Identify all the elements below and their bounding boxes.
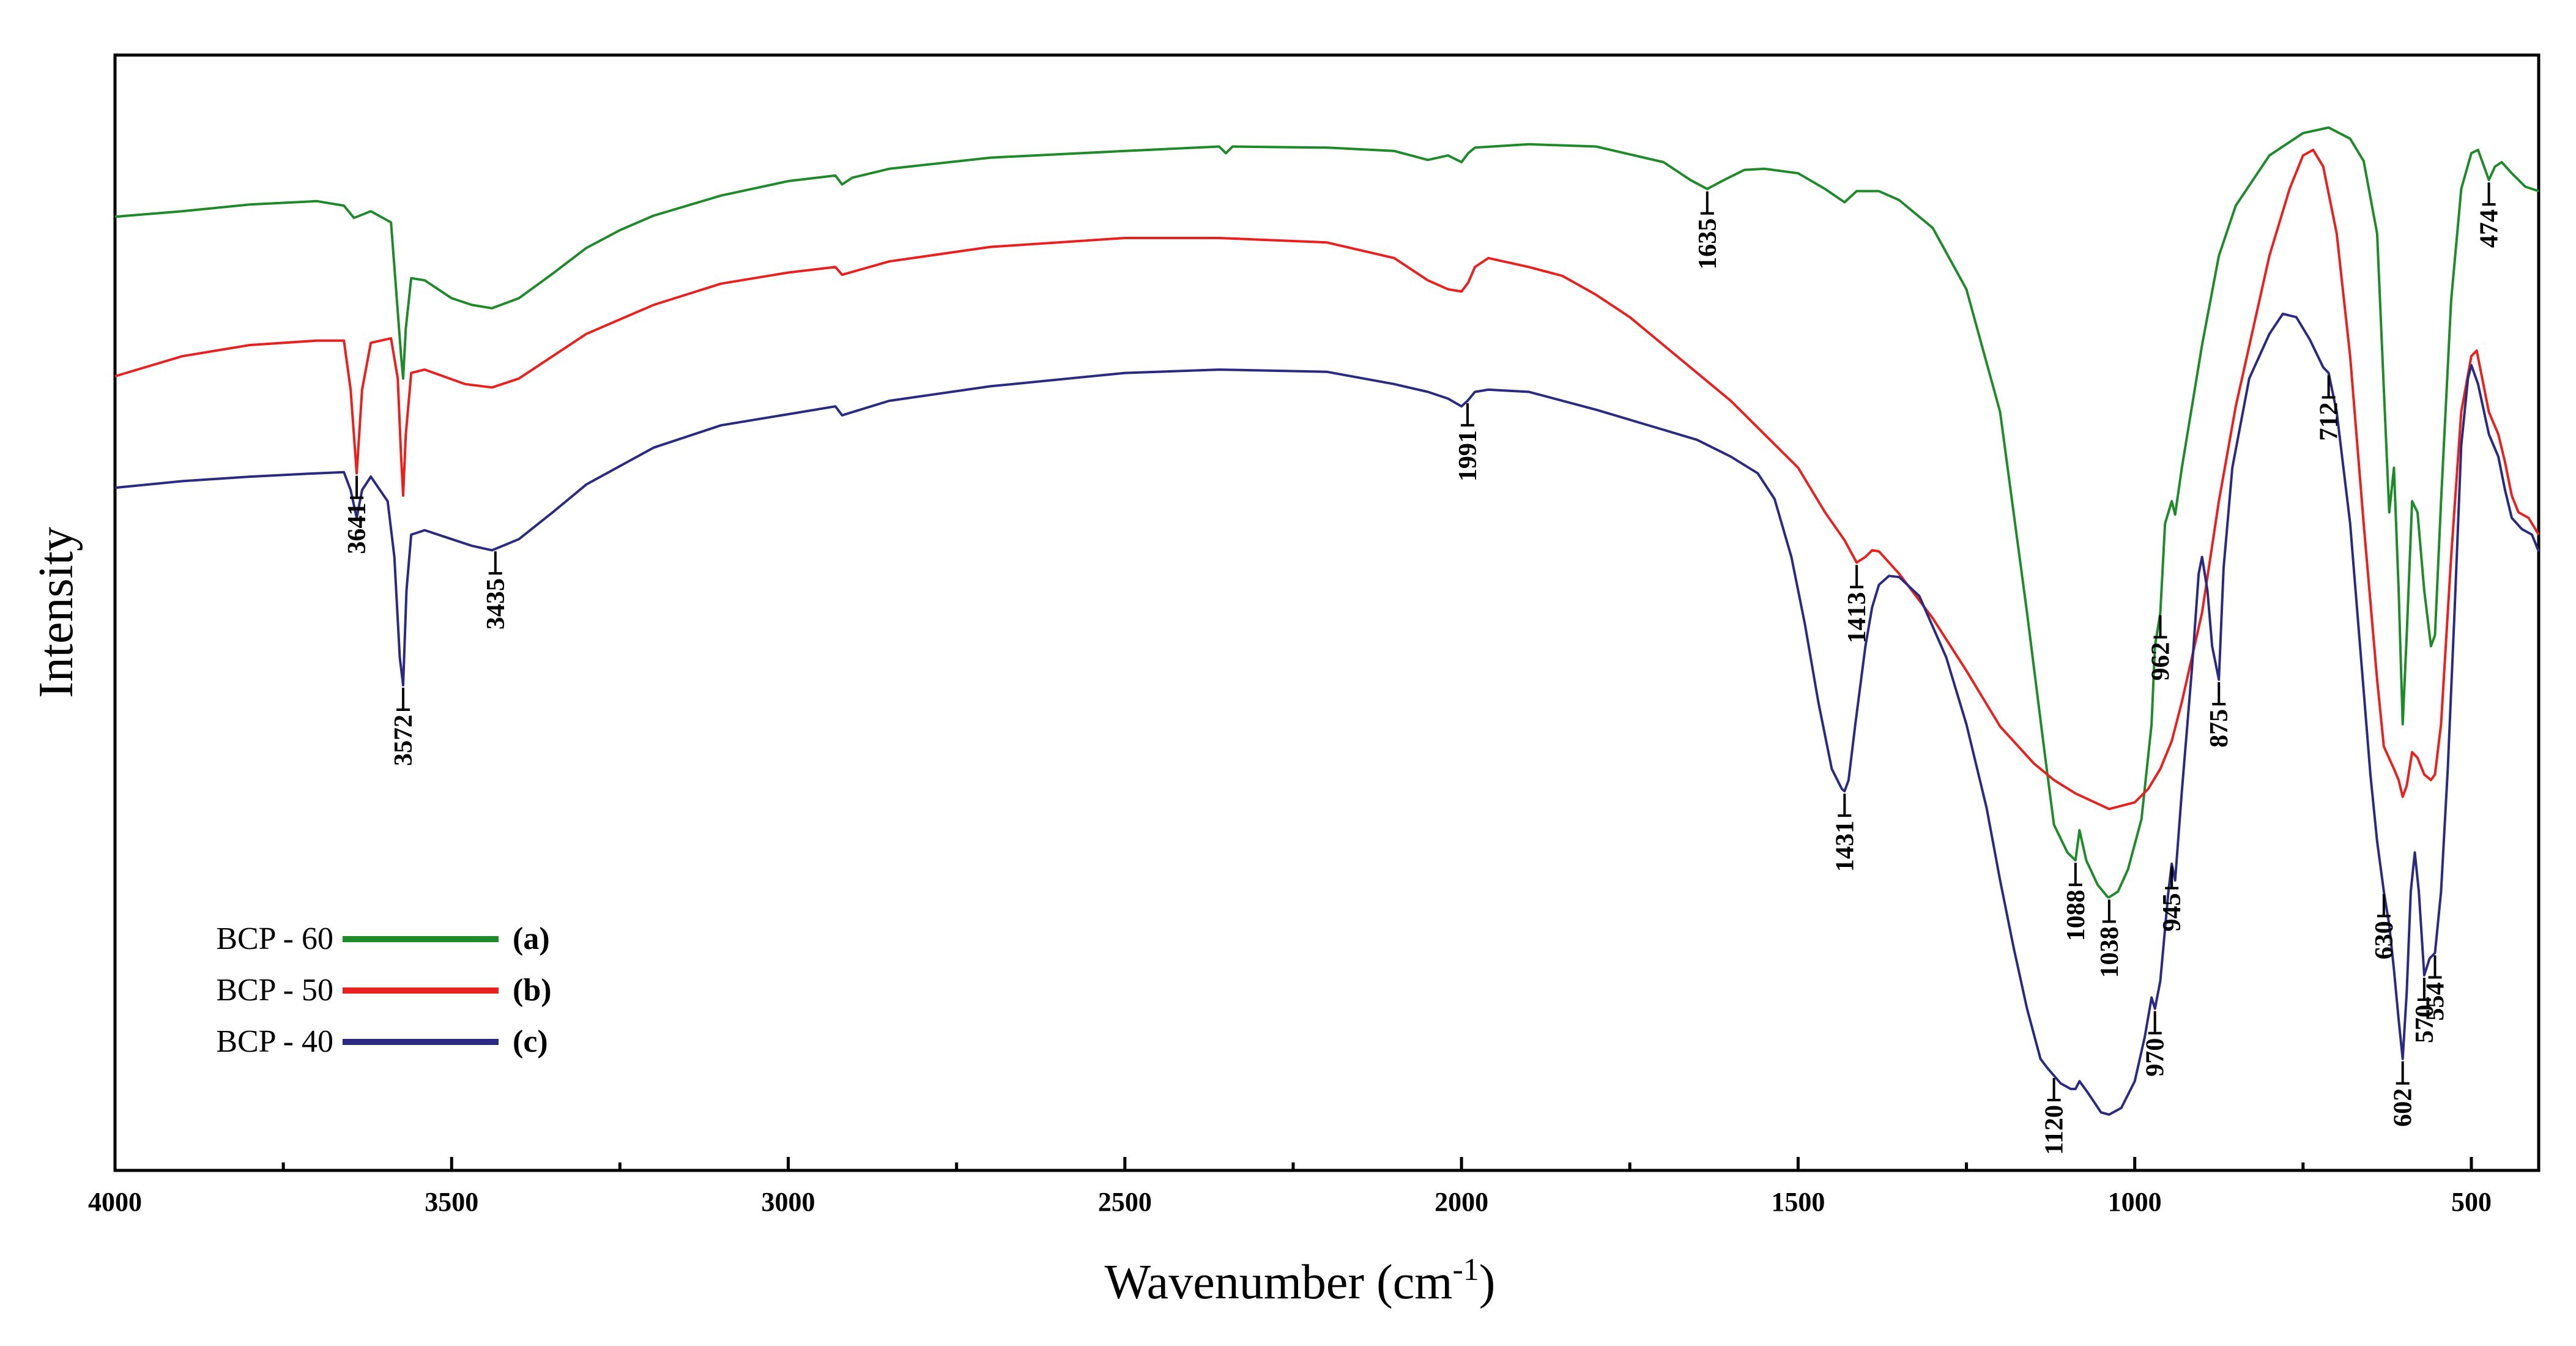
legend: BCP - 60 (a) BCP - 50 (b) BCP - 40 (c) [216, 921, 551, 1059]
peak-annotation: 875 [2205, 682, 2233, 748]
peak-label: 970 [2142, 1038, 2170, 1077]
x-tick-label: 1500 [1771, 1187, 1825, 1217]
legend-label: BCP - 50 [216, 973, 333, 1008]
peak-annotation: 962 [2147, 615, 2175, 681]
peak-annotation: 554 [2422, 955, 2450, 1021]
peak-annotations: 3641 3572 3435 1991 1635 1413 1431 1120 10881038… [343, 182, 2504, 1155]
peak-annotation: 630 [2370, 894, 2399, 959]
peak-annotation: 3572 [390, 687, 418, 766]
peak-annotation: 3641 [343, 475, 371, 554]
x-tick-label: 500 [2451, 1187, 2492, 1217]
series-line-2 [114, 312, 2540, 1116]
peak-label: 1635 [1694, 218, 1722, 270]
legend-tag: (c) [513, 1024, 548, 1059]
peak-label: 554 [2422, 983, 2450, 1021]
x-axis-label-main: Wavenumber (cm [1105, 1255, 1453, 1309]
x-tick-label: 2000 [1435, 1187, 1488, 1217]
x-axis-label-superscript: -1 [1452, 1252, 1479, 1287]
peak-annotation: 945 [2158, 866, 2186, 932]
x-tick-label: 1000 [2108, 1187, 2162, 1217]
x-tick-label: 4000 [88, 1187, 142, 1217]
peak-annotation: 474 [2476, 182, 2504, 248]
peak-label: 1120 [2041, 1105, 2069, 1155]
x-axis-ticks: 4000 3500 3000 2500 2000 1500 1000 500 [88, 1157, 2492, 1217]
x-tick-label: 3000 [762, 1187, 815, 1217]
peak-label: 1038 [2096, 926, 2124, 978]
peak-label: 630 [2370, 921, 2399, 959]
x-axis-label: Wavenumber (cm-1) [1105, 1252, 1496, 1309]
peak-label: 570 [2411, 1005, 2439, 1043]
peak-annotation: 712 [2315, 375, 2344, 441]
legend-label: BCP - 60 [216, 921, 333, 956]
y-axis-label: Intensity [29, 527, 83, 698]
legend-tag: (a) [513, 921, 550, 956]
x-tick-label: 3500 [425, 1187, 478, 1217]
peak-annotation: 1635 [1694, 191, 1722, 270]
peak-label: 712 [2315, 403, 2344, 441]
peak-label: 3435 [482, 578, 510, 630]
peak-label: 945 [2158, 893, 2186, 932]
x-tick-label: 2500 [1098, 1187, 1152, 1217]
series-line-1 [114, 149, 2540, 811]
peak-label: 962 [2147, 642, 2175, 681]
legend-item: BCP - 60 (a) [216, 921, 549, 956]
legend-item: BCP - 50 (b) [216, 973, 551, 1008]
peak-label: 1431 [1831, 820, 1859, 872]
peak-annotation: 1991 [1454, 403, 1482, 482]
peak-annotation: 1038 [2096, 899, 2124, 978]
peak-annotation: 602 [2389, 1061, 2418, 1127]
peak-annotation: 570 [2411, 977, 2439, 1043]
peak-annotation: 3435 [482, 551, 510, 630]
peak-annotation: 1088 [2062, 863, 2090, 941]
series-line-0 [114, 126, 2539, 899]
plot-frame [113, 53, 2541, 1172]
peak-label: 1088 [2062, 890, 2090, 941]
peak-label: 3641 [343, 503, 371, 554]
peak-annotation: 1413 [1843, 565, 1871, 643]
peak-label: 602 [2389, 1088, 2418, 1127]
peak-label: 1413 [1843, 592, 1871, 643]
peak-annotation: 970 [2142, 1011, 2170, 1077]
legend-tag: (b) [513, 973, 552, 1008]
peak-annotation: 1120 [2041, 1078, 2069, 1155]
peak-label: 474 [2476, 209, 2504, 248]
peak-label: 3572 [390, 715, 418, 766]
legend-item: BCP - 40 (c) [216, 1024, 547, 1059]
series-layer [114, 126, 2540, 1116]
peak-label: 875 [2205, 709, 2233, 748]
legend-label: BCP - 40 [216, 1024, 333, 1059]
peak-label: 1991 [1454, 430, 1482, 482]
peak-annotation: 1431 [1831, 794, 1859, 872]
x-axis-label-close: ) [1479, 1255, 1496, 1309]
